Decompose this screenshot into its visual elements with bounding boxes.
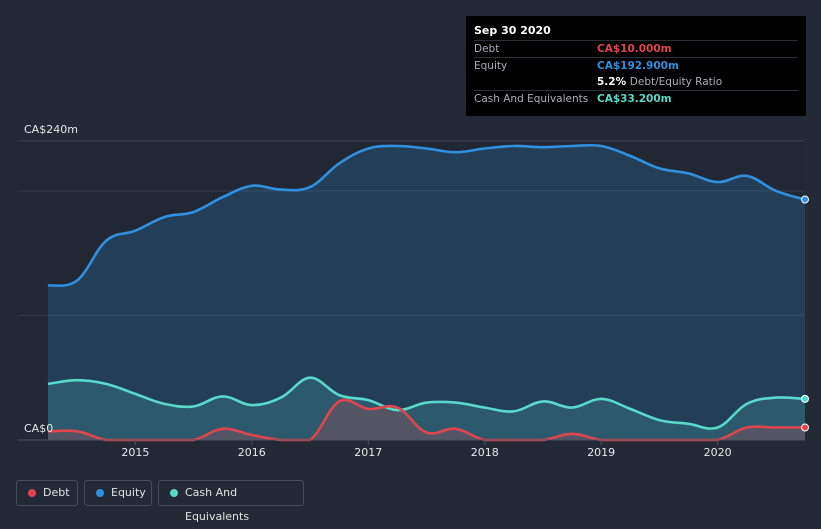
legend-item-cash[interactable]: Cash And Equivalents: [158, 480, 304, 523]
tooltip-row-cash: Cash And Equivalents CA$33.200m: [474, 90, 798, 107]
legend-equity-label: Equity: [111, 486, 146, 499]
tooltip-cash-value: CA$33.200m: [597, 93, 672, 105]
tooltip-row-ratio: 5.2% Debt/Equity Ratio: [474, 74, 798, 90]
area-cash-and-equivalents: [48, 377, 805, 440]
tooltip-ratio-value: 5.2%: [597, 76, 627, 88]
line-equity: [47, 143, 806, 287]
legend-item-debt[interactable]: Debt: [16, 480, 78, 506]
tooltip-row-debt: Debt CA$10.000m: [474, 40, 798, 57]
tooltip-equity-label: Equity: [474, 60, 508, 72]
x-tick-label-2019: 2019: [587, 446, 615, 459]
x-tick-label-2016: 2016: [238, 446, 266, 459]
end-marker-debt: [801, 423, 809, 432]
end-marker-equity: [801, 195, 809, 204]
legend-cash-label: Cash And Equivalents: [185, 486, 250, 523]
x-tick-label-2020: 2020: [704, 446, 732, 459]
area-equity: [48, 145, 805, 440]
tooltip-panel: Sep 30 2020 Debt CA$10.000m Equity CA$19…: [466, 16, 806, 116]
x-tick-label-2018: 2018: [471, 446, 499, 459]
tooltip-debt-label: Debt: [474, 43, 500, 55]
x-tick-label-2015: 2015: [121, 446, 149, 459]
line-cash-and-equivalents: [47, 376, 806, 430]
y-tick-label-max: CA$240m: [24, 123, 78, 136]
tooltip-debt-value: CA$10.000m: [597, 43, 672, 55]
y-tick-label-min: CA$0: [24, 422, 53, 435]
tooltip-equity-value: CA$192.900m: [597, 60, 679, 72]
legend-debt-label: Debt: [43, 486, 70, 499]
series-end-markers: [801, 195, 809, 432]
legend-equity-dot-icon: [96, 489, 104, 497]
axes: CA$240m CA$0 2015 2016 2017 2018 2019 2020: [18, 123, 805, 459]
tooltip-date: Sep 30 2020: [474, 24, 551, 37]
tooltip-ratio-label: Debt/Equity Ratio: [629, 76, 723, 88]
tooltip-cash-label: Cash And Equivalents: [474, 93, 589, 105]
x-tick-label-2017: 2017: [354, 446, 382, 459]
legend-item-equity[interactable]: Equity: [84, 480, 152, 506]
tooltip-ratio: 5.2% Debt/Equity Ratio: [597, 74, 722, 90]
tooltip-row-equity: Equity CA$192.900m: [474, 57, 798, 74]
end-marker-cash-and-equivalents: [801, 394, 809, 403]
legend-debt-dot-icon: [28, 489, 36, 497]
legend-cash-dot-icon: [170, 489, 178, 497]
